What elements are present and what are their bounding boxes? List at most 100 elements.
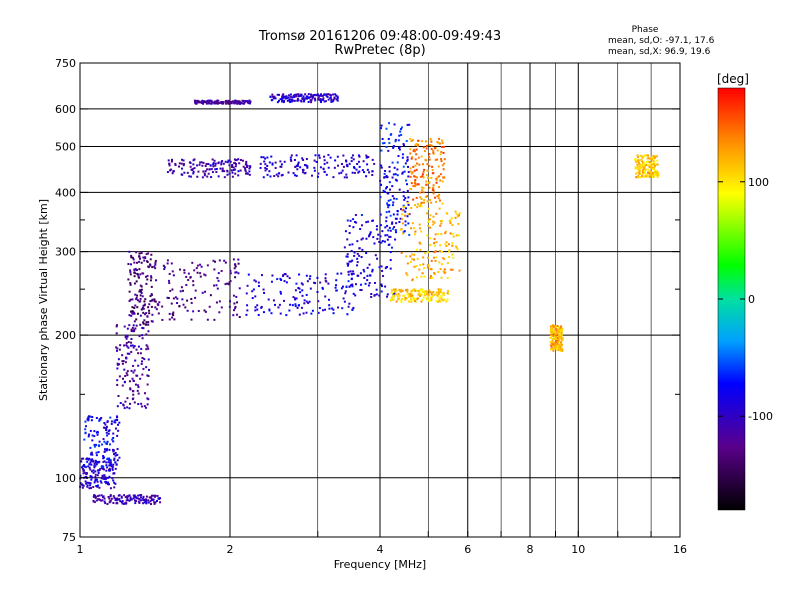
data-point (648, 165, 651, 168)
data-point (145, 502, 148, 505)
data-point (95, 478, 98, 481)
data-point (370, 293, 373, 296)
data-point (409, 188, 412, 191)
data-point (212, 162, 215, 165)
data-point (313, 281, 316, 284)
data-point (376, 237, 379, 240)
data-point (129, 496, 132, 499)
data-point (560, 344, 563, 347)
data-point (298, 273, 301, 276)
data-point (432, 291, 435, 294)
data-point (352, 272, 355, 275)
data-point (347, 305, 350, 308)
data-point (203, 309, 206, 312)
data-point (415, 142, 418, 145)
data-point (179, 268, 182, 271)
data-point (440, 263, 443, 266)
data-point (206, 175, 209, 178)
data-point (262, 288, 265, 291)
data-point (158, 496, 161, 499)
data-point (166, 171, 169, 174)
data-point (435, 177, 438, 180)
data-point (418, 163, 421, 166)
data-point (323, 155, 326, 158)
data-point (434, 250, 437, 253)
data-point (81, 486, 84, 489)
data-point (89, 461, 92, 464)
data-point (353, 251, 356, 254)
data-point (263, 160, 266, 163)
data-point (389, 259, 392, 262)
data-point (422, 146, 425, 149)
data-point (559, 349, 562, 352)
data-point (150, 496, 153, 499)
data-point (327, 166, 330, 169)
data-point (362, 171, 365, 174)
data-point (130, 369, 133, 372)
data-point (300, 99, 303, 102)
data-point (442, 176, 445, 179)
data-point (406, 159, 409, 162)
data-point (432, 223, 435, 226)
data-point (558, 344, 561, 347)
data-point (212, 259, 215, 262)
data-point (383, 176, 386, 179)
data-point (138, 335, 141, 338)
data-point (338, 172, 341, 175)
data-point (439, 224, 442, 227)
data-point (352, 292, 355, 295)
data-point (287, 171, 290, 174)
data-point (204, 274, 207, 277)
data-point (270, 280, 273, 283)
data-point (319, 99, 322, 102)
data-point (248, 167, 251, 170)
data-point (452, 235, 455, 238)
data-point (410, 298, 413, 301)
data-point (124, 502, 127, 505)
data-point (113, 458, 116, 461)
data-point (183, 271, 186, 274)
data-point (116, 502, 119, 505)
data-point (289, 100, 292, 103)
data-point (316, 276, 319, 279)
data-point (271, 93, 274, 96)
data-point (366, 168, 369, 171)
data-point (388, 181, 391, 184)
data-point (399, 128, 402, 131)
data-point (418, 294, 421, 297)
data-point (217, 101, 220, 104)
data-point (135, 318, 138, 321)
data-point (373, 162, 376, 165)
data-point (104, 423, 107, 426)
data-point (103, 460, 106, 463)
data-point (224, 283, 227, 286)
data-point (126, 345, 129, 348)
data-point (139, 300, 142, 303)
data-point (119, 500, 122, 503)
data-point (286, 97, 289, 100)
data-point (202, 161, 205, 164)
data-point (235, 159, 238, 162)
data-point (228, 172, 231, 175)
data-point (90, 452, 93, 455)
data-point (183, 269, 186, 272)
data-point (417, 290, 420, 293)
data-point (173, 318, 176, 321)
data-point (432, 220, 435, 223)
data-point (94, 470, 97, 473)
data-point (392, 213, 395, 216)
data-point (145, 344, 148, 347)
data-point (105, 477, 108, 480)
data-point (257, 285, 260, 288)
data-point (150, 253, 153, 256)
data-point (125, 344, 128, 347)
data-point (432, 151, 435, 154)
data-point (88, 433, 91, 436)
data-point (98, 486, 101, 489)
data-point (297, 93, 300, 96)
data-point (135, 251, 138, 254)
data-point (97, 461, 100, 464)
data-point (168, 272, 171, 275)
data-point (218, 300, 221, 303)
data-point (115, 332, 118, 335)
